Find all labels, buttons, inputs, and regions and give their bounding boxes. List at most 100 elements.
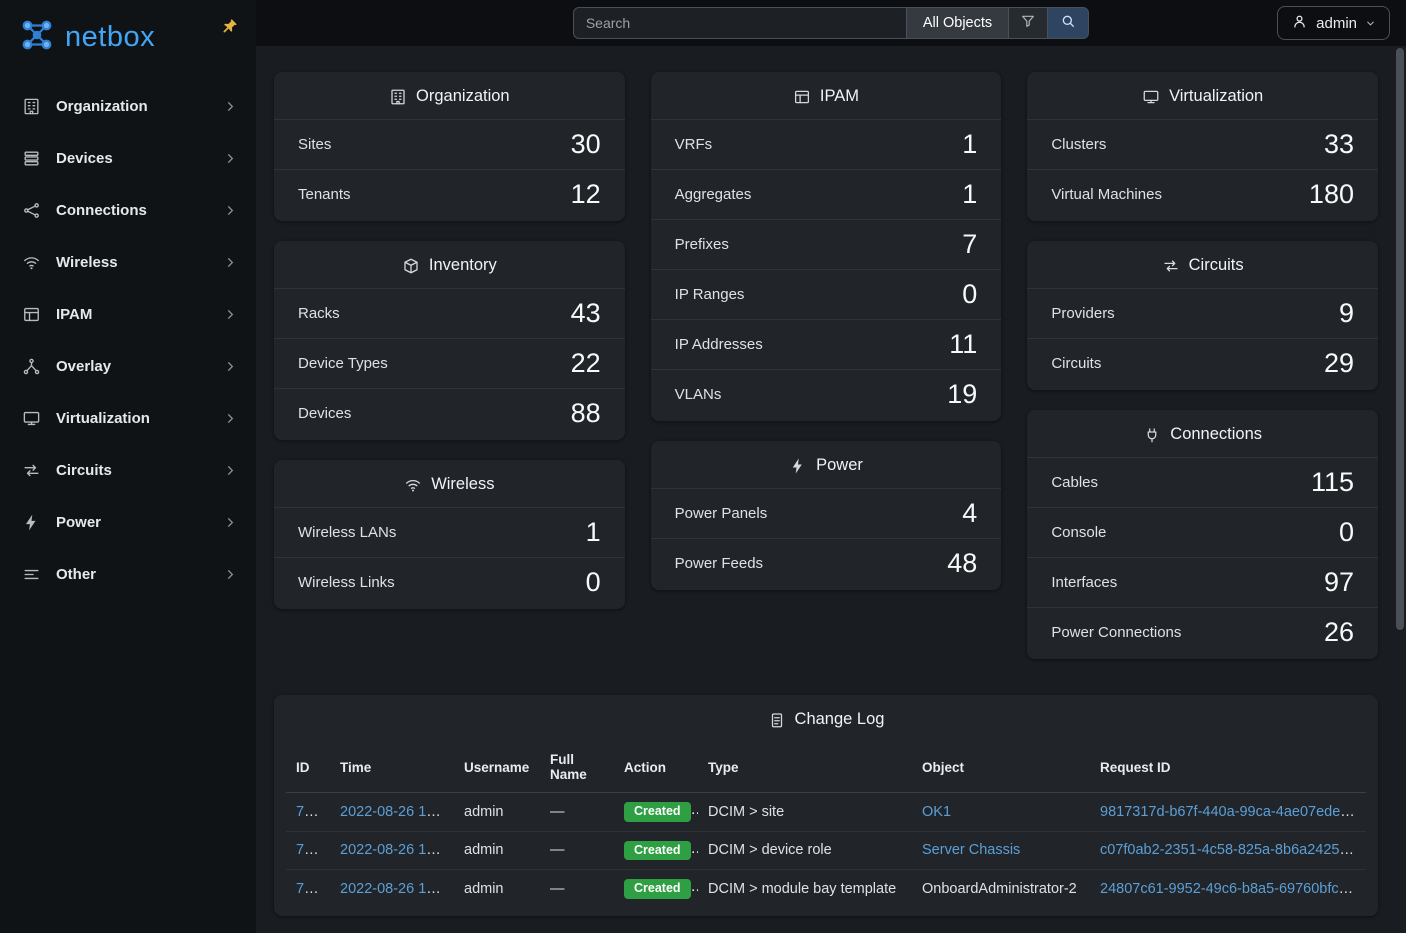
stat-label: VRFs: [674, 136, 713, 153]
stat-row-cables[interactable]: Cables 115: [1027, 457, 1378, 507]
action-created-badge: Created: [624, 879, 691, 899]
stat-row-circuits[interactable]: Circuits 29: [1027, 338, 1378, 388]
stat-row-virtual-machines[interactable]: Virtual Machines 180: [1027, 169, 1378, 219]
netbox-logo-icon: [18, 16, 56, 58]
search-input[interactable]: [572, 7, 907, 39]
stat-row-devices[interactable]: Devices 88: [274, 388, 625, 438]
stat-row-power-feeds[interactable]: Power Feeds 48: [650, 538, 1002, 588]
changelog-id-link[interactable]: 755: [296, 803, 321, 820]
transfer-arrows-icon: [1162, 257, 1180, 275]
stat-label: IP Ranges: [674, 286, 745, 303]
sidebar-item-ipam[interactable]: IPAM: [0, 288, 256, 340]
changelog-time-link[interactable]: 2022-08-26 14:15: [340, 880, 454, 897]
card-title-text: Virtualization: [1169, 87, 1264, 105]
user-menu-button[interactable]: admin: [1277, 6, 1390, 40]
transfer-arrows-icon: [20, 461, 42, 480]
changelog-username: admin: [454, 830, 540, 870]
box-icon: [402, 257, 420, 275]
card-title-text: Connections: [1170, 425, 1263, 443]
sidebar-item-organization[interactable]: Organization: [0, 80, 256, 132]
sidebar-pin-button[interactable]: [219, 16, 240, 40]
changelog-id-link[interactable]: 754: [296, 842, 321, 859]
server-stack-icon: [20, 149, 42, 168]
stat-row-ip-ranges[interactable]: IP Ranges 0: [650, 269, 1002, 319]
stat-row-vlans[interactable]: VLANs 19: [650, 369, 1002, 419]
card-wireless: Wireless Wireless LANs 1 Wireless Links …: [274, 460, 625, 609]
stat-row-ip-addresses[interactable]: IP Addresses 11: [650, 319, 1002, 369]
stat-row-console[interactable]: Console 0: [1027, 507, 1378, 557]
changelog-request-id-link[interactable]: c07f0ab2-2351-4c58-825a-8b6a2425a1ab: [1100, 842, 1366, 859]
stat-row-providers[interactable]: Providers 9: [1027, 288, 1378, 338]
card-title: Connections: [1027, 410, 1378, 457]
stat-row-prefixes[interactable]: Prefixes 7: [650, 219, 1002, 269]
sidebar-item-other[interactable]: Other: [0, 548, 256, 600]
sidebar-item-label: IPAM: [56, 305, 93, 323]
card-title: IPAM: [651, 72, 1002, 119]
search-icon: [1060, 13, 1076, 33]
stat-row-clusters[interactable]: Clusters 33: [1027, 119, 1378, 169]
card-title: Circuits: [1027, 241, 1378, 288]
sidebar-item-power[interactable]: Power: [0, 496, 256, 548]
stat-row-wireless-links[interactable]: Wireless Links 0: [274, 557, 625, 607]
caret-down-icon: [1365, 18, 1376, 29]
funnel-icon: [1020, 13, 1036, 33]
col-header-type: Type: [698, 742, 912, 793]
stat-row-racks[interactable]: Racks 43: [274, 288, 625, 338]
sidebar-item-label: Devices: [56, 149, 113, 167]
changelog-time-link[interactable]: 2022-08-26 14:17: [340, 842, 454, 859]
stat-row-vrfs[interactable]: VRFs 1: [650, 119, 1002, 169]
stat-value: 115: [1310, 467, 1354, 497]
stat-row-tenants[interactable]: Tenants 12: [274, 169, 625, 219]
filter-button[interactable]: [1008, 7, 1049, 39]
changelog-table-wrap: ID Time Username Full Name Action Type O…: [274, 742, 1378, 914]
stat-row-power-panels[interactable]: Power Panels 4: [650, 488, 1002, 538]
sidebar-item-label: Virtualization: [56, 409, 150, 427]
changelog-request-id-link[interactable]: 9817317d-b67f-440a-99ca-4ae07ede94df: [1100, 803, 1366, 820]
vertical-scrollbar[interactable]: [1396, 48, 1404, 630]
sidebar-item-devices[interactable]: Devices: [0, 132, 256, 184]
stats-column-3: Virtualization Clusters 33 Virtual Machi…: [1027, 72, 1378, 659]
stat-value: 26: [1323, 617, 1354, 647]
stat-value: 0: [585, 567, 601, 597]
chevron-right-icon: [223, 463, 238, 478]
stat-row-wireless-lans[interactable]: Wireless LANs 1: [274, 507, 625, 557]
stat-row-sites[interactable]: Sites 30: [274, 119, 625, 169]
stat-row-interfaces[interactable]: Interfaces 97: [1027, 557, 1378, 607]
changelog-object-link[interactable]: OK1: [922, 803, 952, 820]
sidebar-item-connections[interactable]: Connections: [0, 184, 256, 236]
stat-label: Virtual Machines: [1051, 186, 1162, 203]
card-change-log: Change Log ID Time Username Full Name Ac…: [274, 695, 1378, 916]
changelog-time-link[interactable]: 2022-08-26 14:22: [340, 803, 454, 820]
stats-grid: Organization Sites 30 Tenants 12 Invento…: [274, 72, 1378, 659]
sidebar-item-virtualization[interactable]: Virtualization: [0, 392, 256, 444]
object-type-dropdown[interactable]: All Objects: [905, 7, 1010, 39]
changelog-row: 755 2022-08-26 14:22 admin — Created DCI…: [286, 793, 1366, 832]
stat-label: Circuits: [1051, 355, 1102, 372]
stat-row-aggregates[interactable]: Aggregates 1: [650, 169, 1002, 219]
stat-label: Power Connections: [1051, 624, 1182, 641]
user-name: admin: [1316, 14, 1357, 32]
stat-label: Device Types: [298, 355, 388, 372]
changelog-object-text: OnboardAdministrator-2: [922, 880, 1077, 897]
changelog-object-link[interactable]: Server Chassis: [922, 842, 1021, 859]
stat-value: 9: [1338, 298, 1354, 328]
sidebar-item-label: Overlay: [56, 357, 112, 375]
stat-row-device-types[interactable]: Device Types 22: [274, 338, 625, 388]
card-title-text: Organization: [416, 87, 510, 105]
sidebar-item-overlay[interactable]: Overlay: [0, 340, 256, 392]
stat-value: 1: [585, 517, 601, 547]
stat-row-power-connections[interactable]: Power Connections 26: [1027, 607, 1378, 657]
chevron-right-icon: [223, 515, 238, 530]
sidebar-item-circuits[interactable]: Circuits: [0, 444, 256, 496]
search-submit-button[interactable]: [1047, 7, 1090, 39]
changelog-id-link[interactable]: 753: [296, 880, 321, 897]
stat-label: Prefixes: [674, 236, 729, 253]
chevron-right-icon: [223, 359, 238, 374]
person-icon: [1291, 13, 1308, 34]
netbox-logo[interactable]: netbox: [18, 16, 155, 58]
sidebar-item-wireless[interactable]: Wireless: [0, 236, 256, 288]
changelog-request-id-link[interactable]: 24807c61-9952-49c6-b8a5-69760bfcc4b3: [1100, 880, 1366, 897]
card-title-text: Power: [816, 456, 863, 474]
stat-value: 88: [570, 398, 601, 428]
card-title-text: Wireless: [431, 475, 495, 493]
